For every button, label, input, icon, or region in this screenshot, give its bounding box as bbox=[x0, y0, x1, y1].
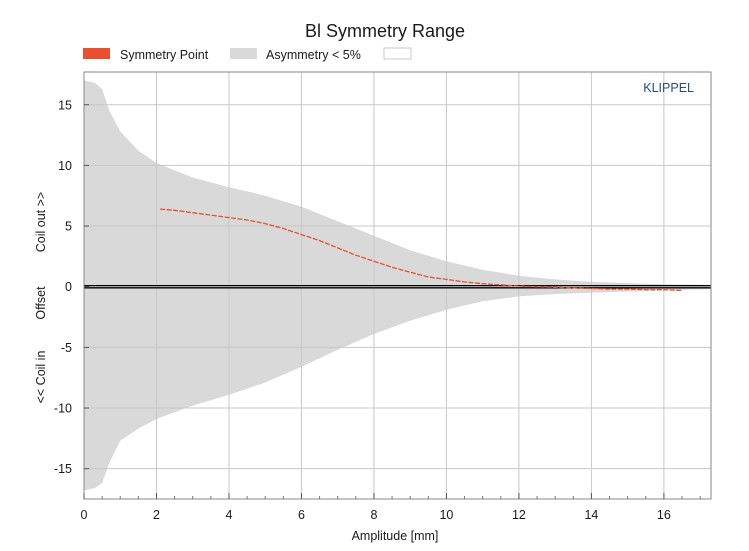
legend-swatch-asymmetry bbox=[230, 48, 257, 59]
y-tick-label: 15 bbox=[58, 98, 72, 112]
x-tick-label: 14 bbox=[584, 508, 598, 522]
legend-label-symmetry-point: Symmetry Point bbox=[120, 48, 209, 62]
y-tick-label: 10 bbox=[58, 159, 72, 173]
x-tick-label: 12 bbox=[512, 508, 526, 522]
y-axis-label: << Coil in Offset Coil out >> bbox=[34, 192, 48, 404]
y-tick-label: 5 bbox=[65, 220, 72, 234]
x-axis-label: Amplitude [mm] bbox=[352, 529, 439, 543]
legend-swatch-symmetry-point bbox=[83, 48, 110, 59]
legend: Symmetry Point Asymmetry < 5% bbox=[83, 47, 412, 62]
y-axis-ticks: -15 -10 -5 0 5 10 15 bbox=[54, 98, 89, 476]
y-tick-label: 0 bbox=[65, 280, 72, 294]
x-tick-label: 0 bbox=[81, 508, 88, 522]
symmetry-point-line bbox=[160, 208, 683, 292]
brand-label: KLIPPEL bbox=[643, 81, 694, 95]
y-tick-label: -5 bbox=[61, 341, 72, 355]
plot-border bbox=[83, 71, 712, 500]
x-tick-label: 8 bbox=[370, 508, 377, 522]
x-tick-label: 10 bbox=[439, 508, 453, 522]
x-axis-ticks: 0 2 4 6 8 10 12 14 16 bbox=[81, 493, 701, 522]
x-tick-label: 2 bbox=[153, 508, 160, 522]
x-tick-label: 4 bbox=[225, 508, 232, 522]
y-tick-label: -15 bbox=[54, 462, 72, 476]
chart-title: Bl Symmetry Range bbox=[305, 21, 465, 41]
y-axis-label-part: Offset bbox=[34, 286, 48, 320]
x-tick-label: 6 bbox=[298, 508, 305, 522]
y-tick-label: -10 bbox=[54, 402, 72, 416]
legend-empty-box bbox=[383, 47, 412, 60]
x-tick-label: 16 bbox=[657, 508, 671, 522]
y-axis-label-part: << Coil in bbox=[34, 351, 48, 404]
y-axis-label-part: Coil out >> bbox=[34, 192, 48, 252]
legend-label-asymmetry: Asymmetry < 5% bbox=[266, 48, 361, 62]
plot-area bbox=[83, 71, 712, 500]
